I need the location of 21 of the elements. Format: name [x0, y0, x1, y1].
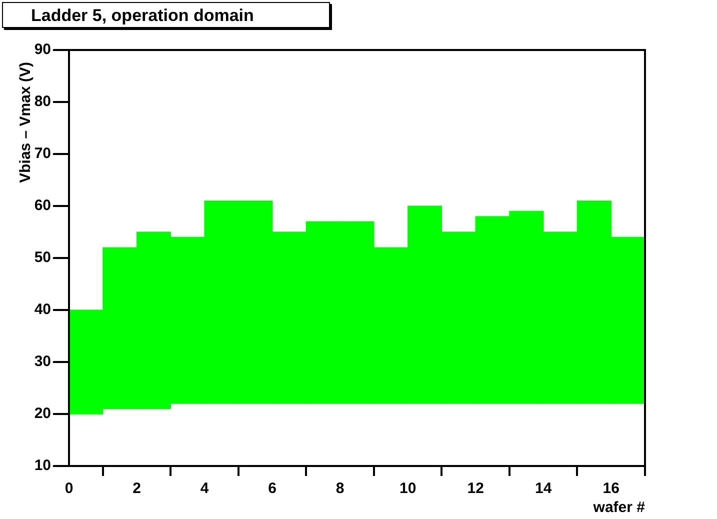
y-tick-label: 50	[34, 249, 51, 266]
y-tick-label: 80	[34, 93, 51, 110]
y-axis-title: Vbias – Vmax (V)	[17, 62, 34, 183]
x-tick-label: 4	[200, 480, 210, 498]
x-tick-label: 16	[602, 480, 620, 498]
x-tick-label: 8	[336, 480, 344, 498]
y-tick-label: 70	[34, 145, 51, 162]
x-tick-label: 2	[132, 480, 141, 498]
x-tick-label: 6	[268, 480, 276, 498]
x-axis-title: wafer #	[592, 499, 646, 516]
y-tick-label: 30	[34, 353, 51, 370]
x-tick-label: 14	[535, 480, 552, 498]
y-tick-label: 60	[34, 197, 51, 214]
x-tick-label: 10	[399, 480, 416, 498]
y-tick-label: 20	[34, 405, 51, 422]
y-tick-label: 90	[34, 41, 51, 58]
x-tick-label: 0	[64, 480, 74, 498]
x-tick-label: 12	[467, 480, 484, 498]
y-tick-label: 40	[34, 301, 51, 318]
chart-title: Ladder 5, operation domain	[2, 2, 330, 28]
y-tick-label: 10	[34, 457, 51, 474]
